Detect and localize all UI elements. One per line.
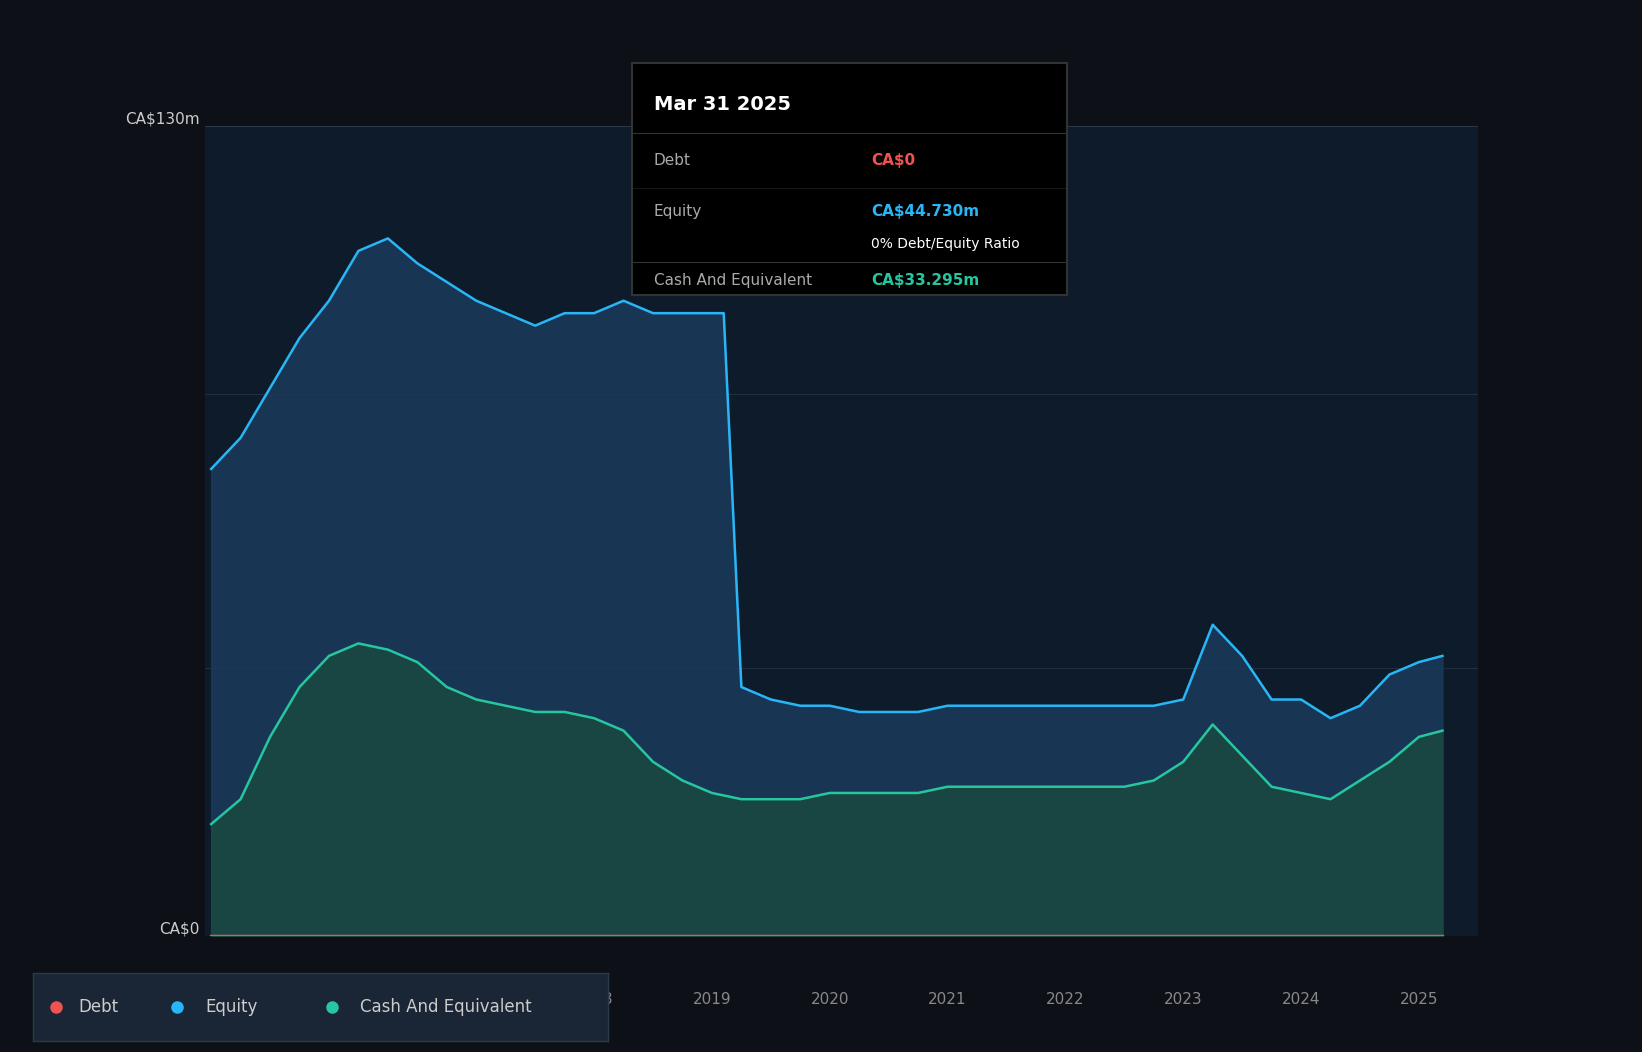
Text: 2017: 2017 — [456, 992, 496, 1008]
Text: Debt: Debt — [79, 998, 118, 1016]
Text: Cash And Equivalent: Cash And Equivalent — [654, 274, 813, 288]
Text: CA$130m: CA$130m — [125, 112, 199, 126]
Text: 2020: 2020 — [811, 992, 849, 1008]
Text: 2021: 2021 — [928, 992, 967, 1008]
Text: Equity: Equity — [205, 998, 258, 1016]
Text: CA$0: CA$0 — [159, 922, 199, 936]
Text: Cash And Equivalent: Cash And Equivalent — [360, 998, 532, 1016]
Text: 2022: 2022 — [1046, 992, 1085, 1008]
Text: 2025: 2025 — [1399, 992, 1438, 1008]
Text: 2019: 2019 — [693, 992, 731, 1008]
Text: CA$33.295m: CA$33.295m — [872, 274, 980, 288]
Text: 2015: 2015 — [222, 992, 259, 1008]
Text: Equity: Equity — [654, 204, 703, 219]
Text: 2023: 2023 — [1164, 992, 1202, 1008]
Text: CA$44.730m: CA$44.730m — [872, 204, 980, 219]
Text: 2016: 2016 — [340, 992, 378, 1008]
Text: Mar 31 2025: Mar 31 2025 — [654, 96, 791, 115]
Text: 2024: 2024 — [1282, 992, 1320, 1008]
Text: 2018: 2018 — [575, 992, 614, 1008]
Text: 0% Debt/Equity Ratio: 0% Debt/Equity Ratio — [872, 237, 1020, 250]
Text: CA$0: CA$0 — [872, 153, 916, 168]
Text: Debt: Debt — [654, 153, 691, 168]
